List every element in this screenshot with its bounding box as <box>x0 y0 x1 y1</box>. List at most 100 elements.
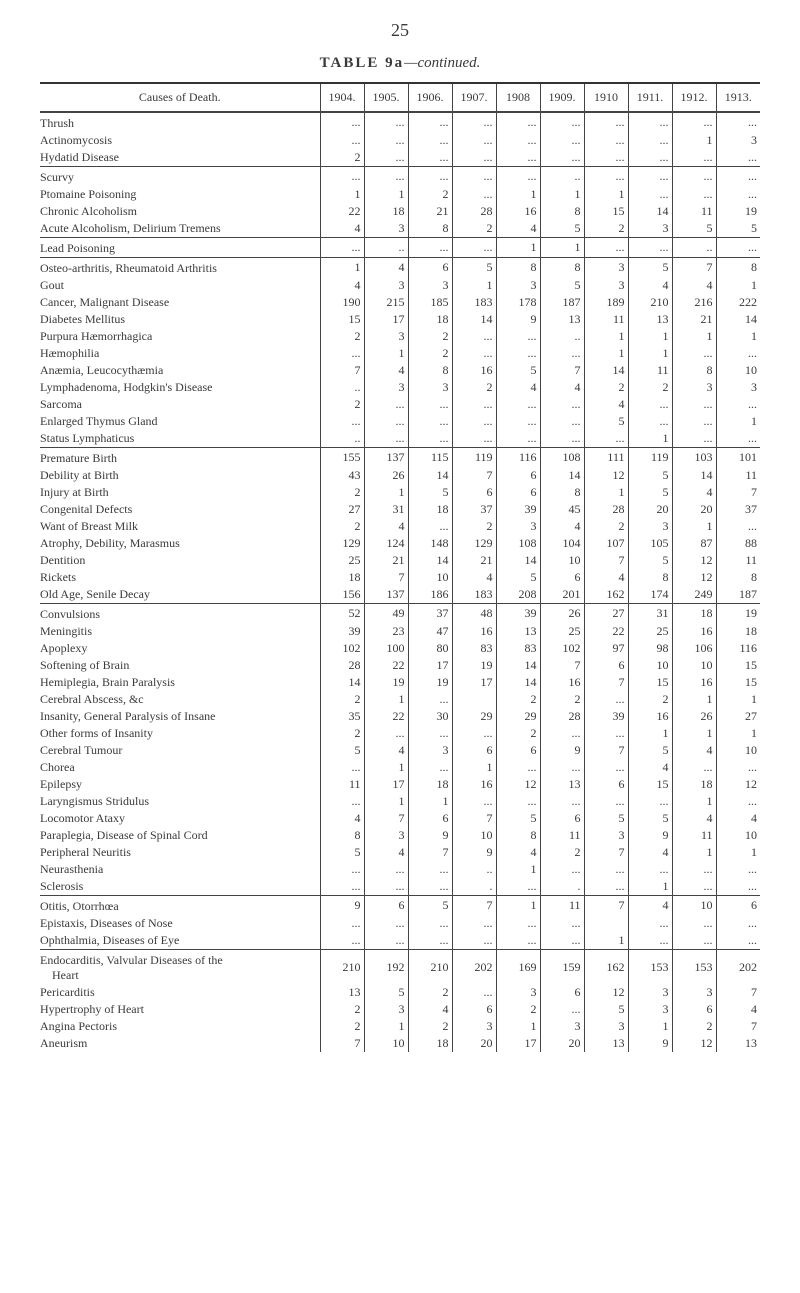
data-cell: 13 <box>628 311 672 328</box>
data-cell: 12 <box>672 1035 716 1052</box>
data-cell: 4 <box>628 759 672 776</box>
data-cell: 7 <box>452 467 496 484</box>
data-cell: 14 <box>320 674 364 691</box>
data-cell: 27 <box>716 708 760 725</box>
data-cell: ... <box>496 915 540 932</box>
data-cell: ... <box>452 725 496 742</box>
data-cell: 4 <box>496 220 540 238</box>
data-cell: 1 <box>584 932 628 950</box>
data-cell: 8 <box>716 569 760 586</box>
data-cell: ... <box>452 149 496 167</box>
data-cell: 3 <box>628 1001 672 1018</box>
header-year: 1906. <box>408 83 452 112</box>
data-cell: 35 <box>320 708 364 725</box>
data-cell: 19 <box>364 674 408 691</box>
data-cell: 29 <box>452 708 496 725</box>
data-cell: 30 <box>408 708 452 725</box>
data-cell: 22 <box>584 623 628 640</box>
table-row: Thrush.............................. <box>40 112 760 132</box>
cause-cell: Diabetes Mellitus <box>40 311 320 328</box>
header-year: 1910 <box>584 83 628 112</box>
cause-cell: Actinomycosis <box>40 132 320 149</box>
data-cell: 17 <box>364 776 408 793</box>
data-cell: 3 <box>496 984 540 1001</box>
data-cell: ... <box>364 430 408 448</box>
data-cell: 1 <box>584 484 628 501</box>
data-cell: ... <box>452 793 496 810</box>
data-cell: ... <box>628 132 672 149</box>
data-cell: 137 <box>364 448 408 468</box>
data-cell: 10 <box>716 742 760 759</box>
data-cell: 39 <box>584 708 628 725</box>
cause-cell: Convulsions <box>40 604 320 624</box>
data-cell: 1 <box>540 186 584 203</box>
data-cell: 18 <box>408 1035 452 1052</box>
data-cell: 8 <box>628 569 672 586</box>
table-row: Enlarged Thymus Gland..................5… <box>40 413 760 430</box>
data-cell: 14 <box>584 362 628 379</box>
data-cell: 4 <box>628 896 672 916</box>
data-cell: 5 <box>628 742 672 759</box>
data-cell: 11 <box>584 311 628 328</box>
data-cell: ... <box>540 345 584 362</box>
data-cell: 21 <box>452 552 496 569</box>
data-cell: 3 <box>408 742 452 759</box>
data-cell: 124 <box>364 535 408 552</box>
data-cell: 1 <box>364 1018 408 1035</box>
cause-cell: Cerebral Abscess, &c <box>40 691 320 708</box>
table-label: TABLE <box>320 55 380 71</box>
data-cell: ... <box>584 759 628 776</box>
data-cell: 6 <box>540 569 584 586</box>
cause-cell: Injury at Birth <box>40 484 320 501</box>
data-cell: 87 <box>672 535 716 552</box>
cause-cell: Sclerosis <box>40 878 320 896</box>
table-number: 9a <box>385 55 404 71</box>
data-cell: 2 <box>584 220 628 238</box>
data-cell: 2 <box>408 984 452 1001</box>
data-cell: 18 <box>672 604 716 624</box>
data-cell: ... <box>584 430 628 448</box>
data-cell: .. <box>540 328 584 345</box>
data-cell: 9 <box>540 742 584 759</box>
data-cell: ... <box>364 725 408 742</box>
header-year: 1908 <box>496 83 540 112</box>
data-cell: 5 <box>540 277 584 294</box>
data-cell: 5 <box>628 484 672 501</box>
data-cell: 155 <box>320 448 364 468</box>
data-cell: 1 <box>408 793 452 810</box>
data-cell: 156 <box>320 586 364 604</box>
data-cell: ... <box>452 932 496 950</box>
data-cell: 18 <box>320 569 364 586</box>
data-cell: 28 <box>452 203 496 220</box>
data-cell <box>584 915 628 932</box>
data-cell: ... <box>452 345 496 362</box>
cause-cell: Ophthalmia, Diseases of Eye <box>40 932 320 950</box>
table-row: Status Lymphaticus....................1.… <box>40 430 760 448</box>
header-year: 1909. <box>540 83 584 112</box>
cause-cell: Congenital Defects <box>40 501 320 518</box>
data-cell: 12 <box>716 776 760 793</box>
data-cell: 119 <box>628 448 672 468</box>
cause-cell: Other forms of Insanity <box>40 725 320 742</box>
data-cell: .. <box>540 167 584 187</box>
data-cell: 3 <box>364 328 408 345</box>
data-cell: 28 <box>540 708 584 725</box>
cause-cell: Purpura Hæmorrhagica <box>40 328 320 345</box>
data-cell: 2 <box>496 691 540 708</box>
data-cell: 5 <box>672 220 716 238</box>
data-cell: 18 <box>408 311 452 328</box>
table-row: Debility at Birth43261476141251411 <box>40 467 760 484</box>
data-cell: 31 <box>628 604 672 624</box>
data-cell: ... <box>364 861 408 878</box>
data-cell: ... <box>540 112 584 132</box>
data-cell: ... <box>320 345 364 362</box>
data-cell: 183 <box>452 586 496 604</box>
data-cell: ... <box>320 413 364 430</box>
data-cell: 3 <box>364 379 408 396</box>
data-cell: 1 <box>672 691 716 708</box>
cause-cell: Atrophy, Debility, Marasmus <box>40 535 320 552</box>
data-cell: 2 <box>496 1001 540 1018</box>
table-row: Sclerosis.................1...... <box>40 878 760 896</box>
data-cell: 4 <box>320 220 364 238</box>
data-cell: 2 <box>320 691 364 708</box>
